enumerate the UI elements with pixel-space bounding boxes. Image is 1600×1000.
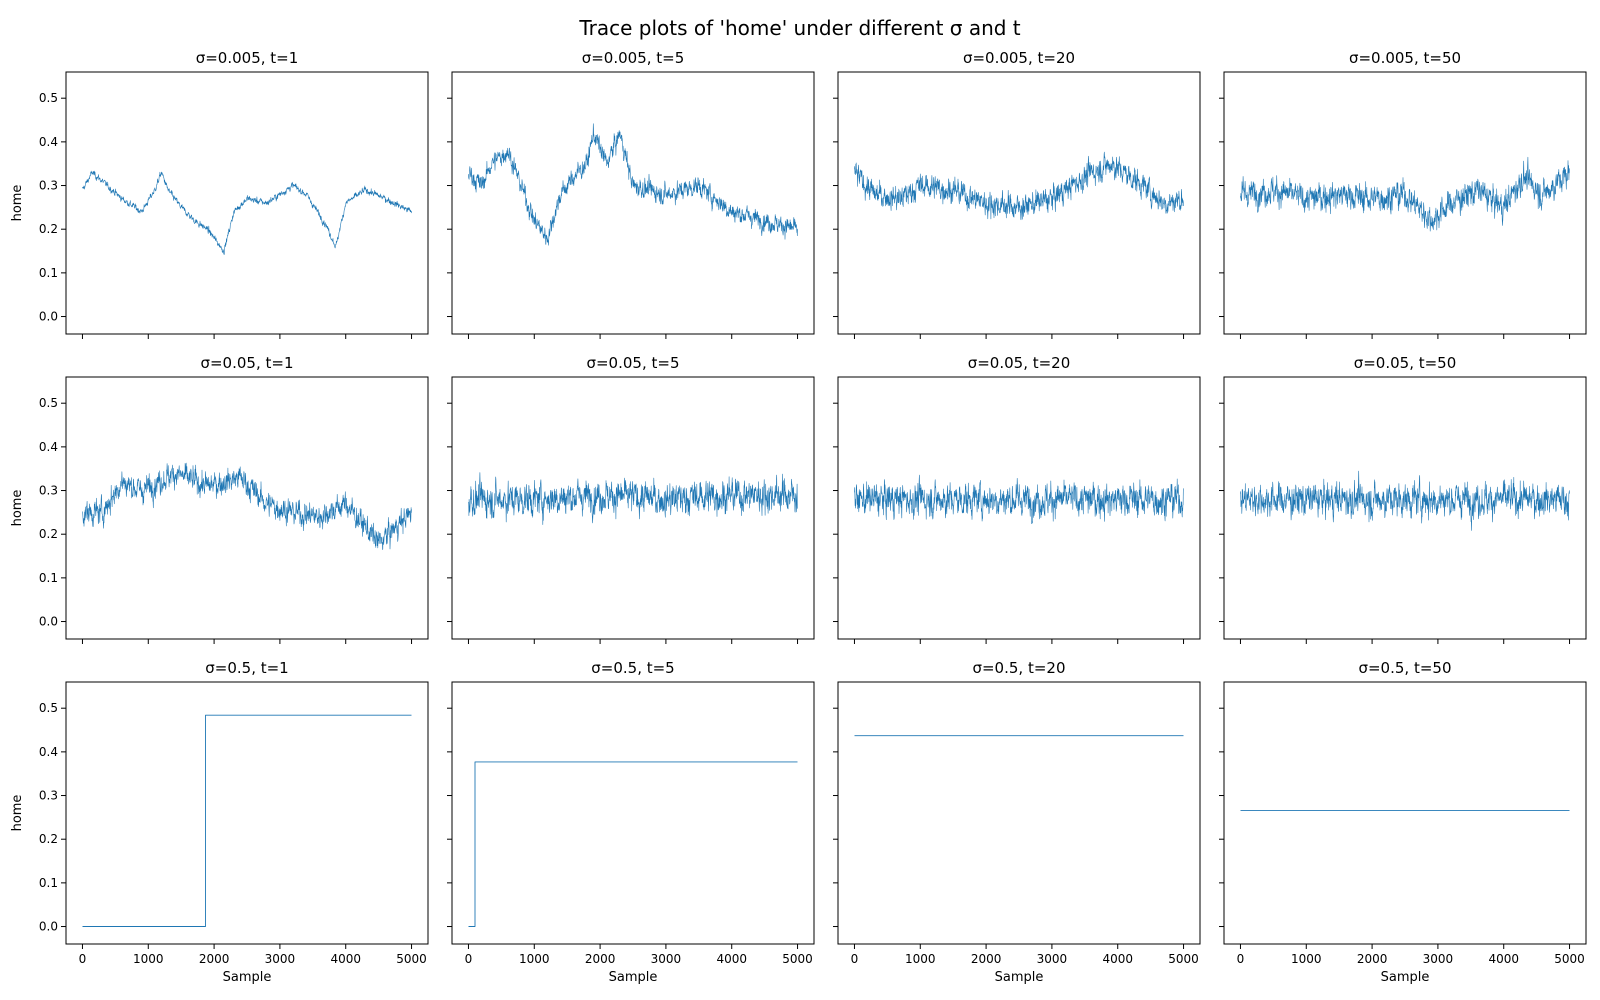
x-tick-label: 0 bbox=[79, 952, 87, 966]
x-tick-label: 2000 bbox=[1357, 952, 1388, 966]
y-tick-label: 0.3 bbox=[39, 179, 58, 193]
axes-frame bbox=[65, 681, 429, 945]
panel-title: σ=0.005, t=5 bbox=[582, 49, 685, 67]
panel: σ=0.05, t=50 bbox=[1219, 354, 1587, 644]
x-tick-label: 4000 bbox=[716, 952, 747, 966]
panel-grid: σ=0.005, t=10.00.10.20.30.40.5homeσ=0.00… bbox=[10, 49, 1587, 985]
axes-frame bbox=[837, 71, 1201, 335]
x-tick-label: 5000 bbox=[1554, 952, 1585, 966]
panel-title: σ=0.005, t=50 bbox=[1349, 49, 1461, 67]
panel: σ=0.05, t=20 bbox=[833, 354, 1201, 644]
y-tick-label: 0.4 bbox=[39, 135, 58, 149]
axes-frame bbox=[1223, 71, 1587, 335]
x-tick-label: 5000 bbox=[1168, 952, 1199, 966]
panel: σ=0.005, t=20 bbox=[833, 49, 1201, 339]
y-tick-label: 0.2 bbox=[39, 527, 58, 541]
axes-frame bbox=[451, 681, 815, 945]
axes-frame bbox=[451, 71, 815, 335]
x-tick-label: 5000 bbox=[396, 952, 427, 966]
axes-frame bbox=[837, 376, 1201, 640]
x-tick-label: 5000 bbox=[782, 952, 813, 966]
y-tick-label: 0.0 bbox=[39, 310, 58, 324]
x-axis-label: Sample bbox=[223, 970, 272, 985]
trace-line bbox=[1240, 156, 1570, 232]
x-tick-label: 3000 bbox=[265, 952, 296, 966]
x-tick-label: 1000 bbox=[519, 952, 550, 966]
y-tick-label: 0.2 bbox=[39, 832, 58, 846]
y-tick-label: 0.2 bbox=[39, 222, 58, 236]
axes-frame bbox=[1223, 376, 1587, 640]
x-tick-label: 1000 bbox=[133, 952, 164, 966]
figure-title: Trace plots of 'home' under different σ … bbox=[578, 16, 1020, 40]
y-tick-label: 0.0 bbox=[39, 615, 58, 629]
axes-frame bbox=[1223, 681, 1587, 945]
x-tick-label: 4000 bbox=[330, 952, 361, 966]
panel-title: σ=0.05, t=20 bbox=[968, 354, 1071, 372]
x-axis-label: Sample bbox=[609, 970, 658, 985]
trace-line bbox=[854, 474, 1184, 525]
x-tick-label: 3000 bbox=[651, 952, 682, 966]
x-tick-label: 2000 bbox=[971, 952, 1002, 966]
y-tick-label: 0.1 bbox=[39, 266, 58, 280]
x-tick-label: 2000 bbox=[585, 952, 616, 966]
panel-title: σ=0.005, t=1 bbox=[196, 49, 299, 67]
x-tick-label: 4000 bbox=[1488, 952, 1519, 966]
y-axis-label: home bbox=[10, 185, 25, 222]
y-axis-label: home bbox=[10, 795, 25, 832]
trace-line bbox=[468, 123, 798, 246]
y-tick-label: 0.1 bbox=[39, 876, 58, 890]
trace-line bbox=[854, 151, 1184, 221]
y-tick-label: 0.5 bbox=[39, 396, 58, 410]
y-tick-label: 0.0 bbox=[39, 920, 58, 934]
axes-frame bbox=[451, 376, 815, 640]
panel-title: σ=0.5, t=1 bbox=[205, 659, 288, 677]
panel: σ=0.005, t=50 bbox=[1219, 49, 1587, 339]
x-axis-label: Sample bbox=[995, 970, 1044, 985]
panel: σ=0.5, t=20 0 1000 2000 3000 4000 5000 Sample bbox=[833, 659, 1201, 985]
panel-title: σ=0.05, t=50 bbox=[1354, 354, 1457, 372]
x-tick-label: 4000 bbox=[1102, 952, 1133, 966]
x-tick-label: 3000 bbox=[1423, 952, 1454, 966]
x-tick-label: 0 bbox=[465, 952, 473, 966]
y-tick-label: 0.4 bbox=[39, 745, 58, 759]
x-tick-label: 1000 bbox=[905, 952, 936, 966]
panel-title: σ=0.05, t=1 bbox=[200, 354, 293, 372]
panel: σ=0.005, t=1 0.0 0.1 0.2 0.3 0.4 0.5 home bbox=[10, 49, 429, 339]
trace-line bbox=[82, 462, 412, 550]
panel: σ=0.05, t=1 0.0 0.1 0.2 0.3 0.4 0.5 home bbox=[10, 354, 429, 644]
panel: σ=0.05, t=5 bbox=[447, 354, 815, 644]
y-axis-label: home bbox=[10, 490, 25, 527]
axes-frame bbox=[65, 376, 429, 640]
panel-title: σ=0.5, t=20 bbox=[972, 659, 1065, 677]
x-tick-label: 0 bbox=[851, 952, 859, 966]
y-tick-label: 0.5 bbox=[39, 91, 58, 105]
x-tick-label: 0 bbox=[1237, 952, 1245, 966]
y-tick-label: 0.3 bbox=[39, 789, 58, 803]
panel-title: σ=0.5, t=5 bbox=[591, 659, 674, 677]
y-tick-label: 0.1 bbox=[39, 571, 58, 585]
trace-line bbox=[1240, 470, 1570, 531]
y-tick-label: 0.4 bbox=[39, 440, 58, 454]
y-tick-label: 0.3 bbox=[39, 484, 58, 498]
x-tick-label: 3000 bbox=[1037, 952, 1068, 966]
axes-frame bbox=[65, 71, 429, 335]
panel: σ=0.5, t=5 0 1000 2000 3000 4000 5000 Sample bbox=[447, 659, 815, 985]
trace-line bbox=[82, 714, 412, 927]
panel-title: σ=0.05, t=5 bbox=[586, 354, 679, 372]
panel: σ=0.005, t=5 bbox=[447, 49, 815, 339]
panel-title: σ=0.005, t=20 bbox=[963, 49, 1075, 67]
x-axis-label: Sample bbox=[1381, 970, 1430, 985]
y-tick-label: 0.5 bbox=[39, 701, 58, 715]
trace-line bbox=[82, 170, 412, 255]
panel-title: σ=0.5, t=50 bbox=[1358, 659, 1451, 677]
axes-frame bbox=[837, 681, 1201, 945]
x-tick-label: 2000 bbox=[199, 952, 230, 966]
panel: σ=0.5, t=1 0.0 0.1 0.2 0.3 0.4 0.5 0 1000 2000 300… bbox=[10, 659, 429, 985]
trace-line bbox=[468, 472, 798, 525]
trace-line bbox=[468, 761, 798, 927]
x-tick-label: 1000 bbox=[1291, 952, 1322, 966]
panel: σ=0.5, t=50 0 1000 2000 3000 4000 5000 Sample bbox=[1219, 659, 1587, 985]
